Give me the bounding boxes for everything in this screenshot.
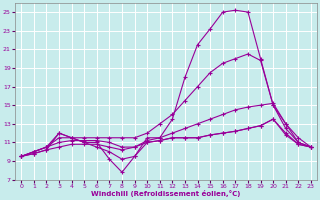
X-axis label: Windchill (Refroidissement éolien,°C): Windchill (Refroidissement éolien,°C) — [92, 190, 241, 197]
